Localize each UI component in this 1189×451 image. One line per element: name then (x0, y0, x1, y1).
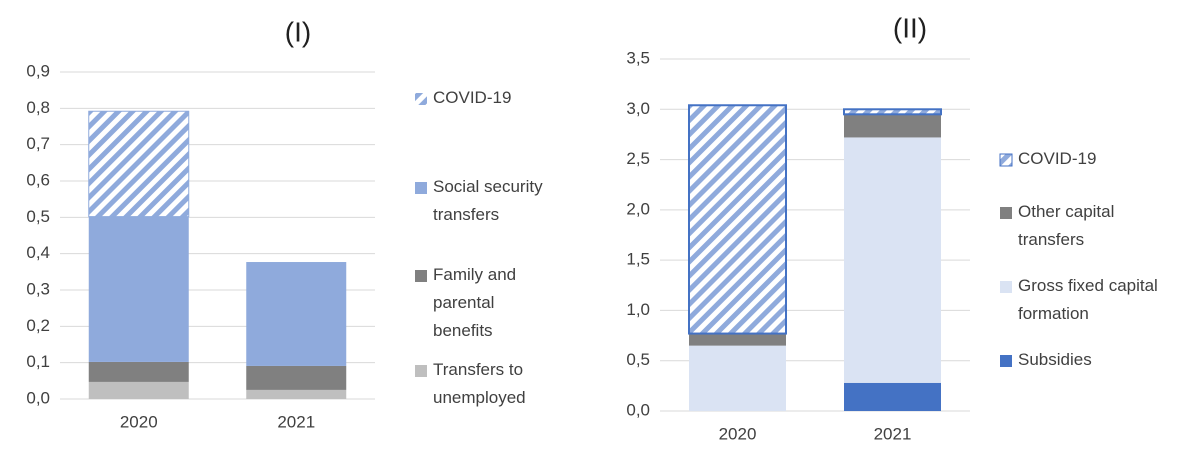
y-tick-label: 3,5 (626, 48, 650, 67)
y-tick-label: 1,0 (626, 300, 650, 319)
bar-segment (246, 365, 347, 390)
x-tick-label: 2020 (120, 412, 158, 431)
legend-swatch (1000, 355, 1012, 367)
bar-segment (689, 345, 786, 411)
bar-segment (246, 389, 347, 399)
legend-swatch (415, 93, 427, 105)
chart-title: (I) (285, 16, 311, 47)
y-tick-label: 0,0 (26, 388, 50, 407)
legend-swatch (415, 270, 427, 282)
legend-label: COVID-19 (433, 88, 511, 107)
legend-swatch (1000, 281, 1012, 293)
bar-segment (689, 333, 786, 346)
y-tick-label: 3,0 (626, 99, 650, 118)
y-tick-label: 0,8 (26, 98, 50, 117)
chart-title: (II) (893, 12, 927, 43)
bar-segment (844, 382, 941, 411)
x-tick-label: 2020 (719, 424, 757, 443)
x-tick-label: 2021 (277, 412, 315, 431)
y-tick-label: 0,0 (626, 400, 650, 419)
y-tick-label: 0,4 (26, 243, 50, 262)
legend-label: Transfers to unemployed (433, 360, 526, 407)
legend-label: Gross fixed capital formation (1018, 276, 1158, 323)
y-tick-label: 2,5 (626, 149, 650, 168)
y-tick-label: 0,5 (26, 207, 50, 226)
y-tick-label: 0,6 (26, 170, 50, 189)
legend-label: Family and parental benefits (433, 265, 516, 340)
legend-swatch (1000, 207, 1012, 219)
y-tick-label: 0,9 (26, 61, 50, 80)
bar-segment (88, 110, 190, 218)
y-tick-label: 0,5 (626, 350, 650, 369)
bar-segment (844, 137, 941, 383)
legend-swatch (999, 153, 1013, 167)
legend-label: COVID-19 (1018, 149, 1096, 168)
legend-swatch (415, 182, 427, 194)
legend-label: Subsidies (1018, 350, 1092, 369)
y-tick-label: 2,0 (626, 199, 650, 218)
y-tick-label: 0,7 (26, 134, 50, 153)
bar-segment (88, 381, 189, 399)
bar-segment (688, 104, 787, 335)
legend-label: Other capital transfers (1018, 202, 1114, 249)
y-tick-label: 1,5 (626, 250, 650, 269)
legend-swatch (415, 365, 427, 377)
y-tick-label: 0,1 (26, 352, 50, 371)
bar-segment (88, 216, 189, 362)
bar-segment (246, 262, 347, 366)
x-tick-label: 2021 (874, 424, 912, 443)
y-tick-label: 0,2 (26, 316, 50, 335)
y-tick-label: 0,3 (26, 279, 50, 298)
legend-label: Social security transfers (433, 177, 543, 224)
bar-segment (88, 361, 189, 382)
bar-segment (843, 108, 942, 116)
bar-segment (844, 114, 941, 138)
